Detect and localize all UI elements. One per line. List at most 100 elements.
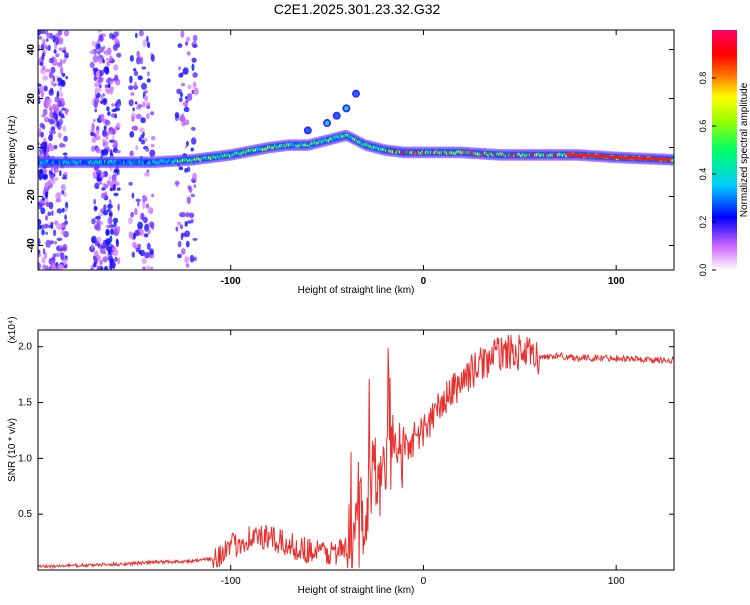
noise-speckle bbox=[42, 38, 46, 47]
y-tick-label: 20 bbox=[26, 93, 37, 105]
noise-speckle bbox=[38, 36, 43, 40]
x-tick-label: -100 bbox=[221, 576, 241, 587]
noise-speckle bbox=[64, 214, 67, 220]
noise-speckle bbox=[116, 187, 121, 191]
noise-speckle bbox=[62, 125, 67, 132]
noise-speckle bbox=[146, 169, 150, 173]
noise-speckle bbox=[43, 223, 49, 229]
noise-speckle bbox=[98, 181, 102, 185]
noise-speckle bbox=[61, 107, 66, 111]
noise-speckle bbox=[65, 75, 69, 80]
noise-speckle bbox=[113, 225, 118, 233]
noise-speckle bbox=[175, 226, 179, 232]
noise-speckle bbox=[55, 36, 60, 45]
noise-speckle bbox=[63, 171, 68, 175]
noise-speckle bbox=[38, 202, 43, 210]
noise-speckle bbox=[62, 152, 68, 156]
noise-speckle bbox=[144, 252, 150, 259]
noise-speckle bbox=[133, 68, 137, 72]
noise-speckle bbox=[186, 93, 193, 101]
noise-speckle bbox=[111, 108, 117, 113]
y-tick-label: 0.5 bbox=[18, 509, 32, 520]
noise-speckle bbox=[99, 76, 104, 82]
noise-speckle bbox=[116, 257, 121, 265]
noise-speckle bbox=[57, 132, 62, 139]
noise-speckle bbox=[146, 35, 149, 43]
noise-speckle bbox=[55, 53, 60, 58]
noise-speckle bbox=[110, 228, 114, 236]
noise-speckle bbox=[49, 240, 55, 245]
noise-speckle bbox=[145, 101, 151, 107]
noise-speckle bbox=[177, 221, 182, 226]
noise-speckle bbox=[184, 145, 188, 149]
noise-speckle bbox=[146, 242, 151, 250]
noise-speckle bbox=[93, 96, 100, 105]
noise-speckle bbox=[91, 137, 97, 143]
snr-ylabel: SNR (10 * v/v) bbox=[7, 418, 18, 482]
noise-speckle bbox=[91, 41, 97, 47]
ridge-core bbox=[671, 158, 674, 163]
noise-speckle bbox=[102, 256, 108, 263]
chart-title: C2E1.2025.301.23.32.G32 bbox=[274, 1, 441, 17]
noise-speckle bbox=[47, 118, 54, 123]
noise-speckle bbox=[107, 203, 113, 209]
noise-speckle bbox=[51, 210, 54, 216]
noise-speckle bbox=[46, 146, 50, 152]
branch-core bbox=[305, 128, 311, 133]
noise-speckle bbox=[55, 192, 61, 200]
noise-speckle bbox=[64, 220, 68, 225]
noise-speckle bbox=[145, 203, 150, 209]
noise-speckle bbox=[128, 231, 133, 239]
noise-speckle bbox=[95, 135, 101, 141]
noise-speckle bbox=[49, 107, 53, 112]
noise-speckle bbox=[95, 70, 100, 79]
noise-speckle bbox=[94, 182, 100, 190]
noise-speckle bbox=[112, 183, 116, 191]
noise-speckle bbox=[141, 212, 144, 221]
noise-speckle bbox=[92, 67, 99, 72]
noise-speckle bbox=[177, 253, 182, 259]
spectrogram-layer bbox=[38, 30, 674, 270]
noise-speckle bbox=[128, 99, 134, 107]
noise-speckle bbox=[38, 238, 41, 247]
noise-speckle bbox=[113, 168, 120, 174]
noise-speckle bbox=[52, 35, 56, 43]
noise-speckle bbox=[39, 168, 44, 175]
noise-speckle bbox=[61, 176, 68, 180]
noise-speckle bbox=[51, 180, 56, 185]
noise-speckle bbox=[102, 45, 106, 50]
noise-speckle bbox=[113, 172, 118, 176]
noise-speckle bbox=[58, 47, 64, 51]
noise-speckle bbox=[63, 135, 68, 142]
noise-speckle bbox=[91, 218, 96, 225]
noise-speckle bbox=[141, 82, 147, 90]
noise-speckle bbox=[144, 90, 148, 94]
noise-speckle bbox=[41, 124, 46, 130]
noise-speckle bbox=[139, 249, 145, 257]
noise-speckle bbox=[94, 87, 99, 95]
noise-speckle bbox=[50, 80, 55, 86]
noise-speckle bbox=[38, 218, 42, 226]
noise-speckle bbox=[115, 150, 121, 154]
noise-speckle bbox=[100, 149, 105, 157]
noise-speckle bbox=[45, 68, 51, 73]
noise-speckle bbox=[61, 207, 65, 213]
noise-speckle bbox=[147, 71, 150, 77]
noise-speckle bbox=[135, 113, 142, 120]
noise-speckle bbox=[177, 240, 182, 248]
noise-speckle bbox=[48, 169, 53, 175]
noise-speckle bbox=[105, 89, 111, 95]
noise-speckle bbox=[148, 207, 154, 215]
noise-speckle bbox=[129, 75, 133, 84]
snr-axes: -100 0 100 0.5 1.0 1.5 2.0 bbox=[18, 330, 674, 587]
noise-speckle bbox=[150, 266, 154, 270]
noise-speckle bbox=[131, 251, 135, 258]
noise-speckle bbox=[135, 32, 138, 39]
noise-speckle bbox=[97, 50, 101, 55]
colorbar-label: Normalized spectral amplitude bbox=[739, 82, 750, 217]
noise-speckle bbox=[142, 216, 148, 224]
noise-speckle bbox=[54, 240, 57, 245]
noise-speckle bbox=[41, 65, 46, 71]
noise-speckle bbox=[64, 52, 69, 56]
noise-speckle bbox=[143, 95, 149, 102]
